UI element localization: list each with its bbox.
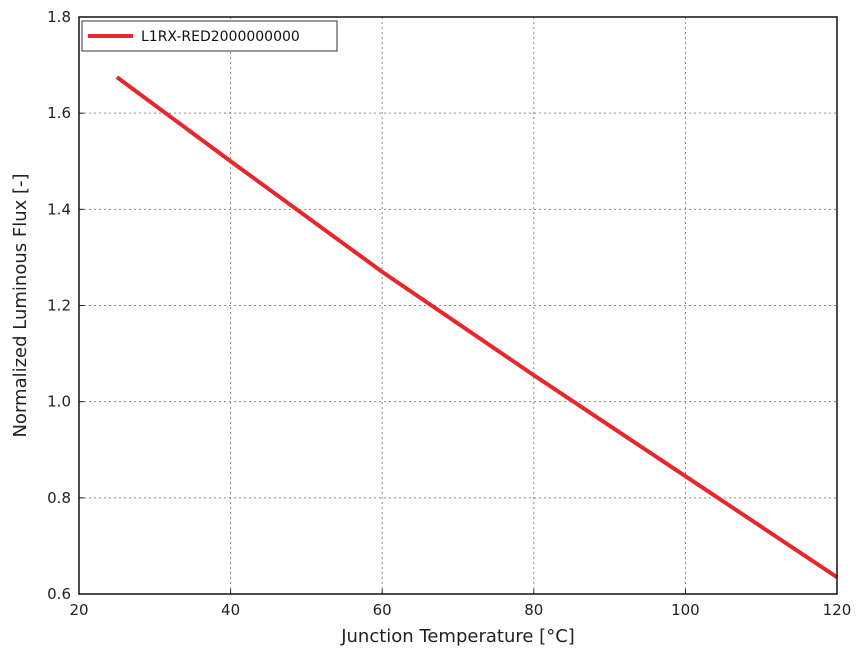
x-tick-label: 60	[373, 601, 392, 619]
x-tick-label: 20	[69, 601, 88, 619]
legend-label: L1RX-RED2000000000	[141, 29, 300, 45]
y-tick-label: 1.2	[47, 297, 71, 315]
plot-frame	[78, 16, 838, 595]
y-tick-label: 1.6	[47, 104, 71, 122]
x-tick-label: 80	[524, 601, 543, 619]
axis-ticks: 20 40 60 80 100 120 0.6 0.8 1.0 1.2 1.4 1.6 1.8	[47, 8, 851, 619]
series-line	[115, 75, 839, 579]
y-axis-title: Normalized Luminous Flux [-]	[10, 173, 31, 437]
series-layer	[115, 75, 839, 579]
x-tick-label: 120	[823, 601, 852, 619]
x-tick-label: 100	[671, 601, 700, 619]
y-tick-label: 1.0	[47, 393, 71, 411]
y-tick-label: 0.8	[47, 489, 71, 507]
legend: L1RX-RED2000000000	[81, 20, 338, 52]
grid	[79, 17, 837, 594]
x-axis-title: Junction Temperature [°C]	[340, 626, 575, 647]
y-tick-label: 1.8	[47, 8, 71, 26]
y-tick-label: 1.4	[47, 200, 71, 218]
y-tick-label: 0.6	[47, 585, 71, 603]
x-tick-label: 40	[221, 601, 240, 619]
